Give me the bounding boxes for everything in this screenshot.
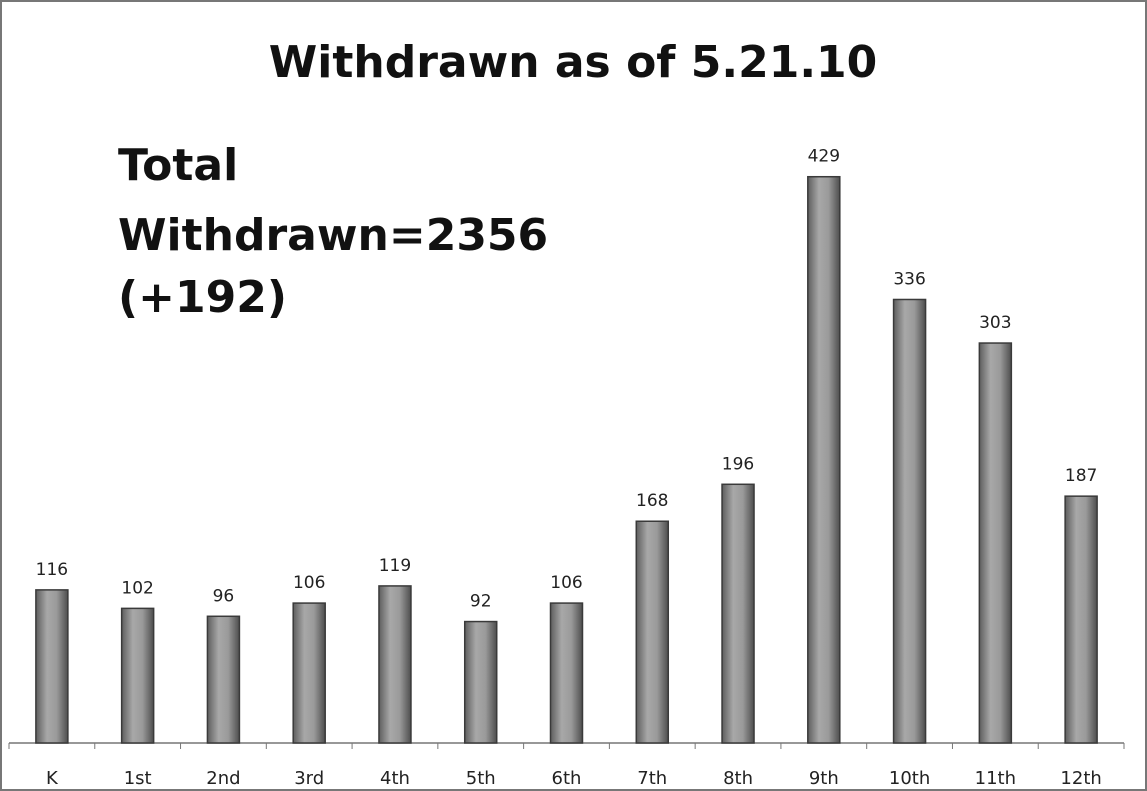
bar (120, 607, 155, 744)
bar (1064, 495, 1098, 744)
bar (978, 342, 1013, 744)
bar (378, 585, 412, 744)
value-label: 168 (636, 491, 668, 511)
value-label: 106 (550, 573, 582, 593)
bar (292, 602, 326, 744)
value-label: 196 (722, 454, 754, 474)
bar (892, 298, 927, 744)
value-label: 336 (893, 269, 925, 289)
bar (463, 620, 498, 744)
x-tick-label: 5th (466, 768, 496, 789)
value-label: 102 (121, 578, 153, 598)
x-tick-label: 9th (809, 768, 839, 789)
x-tick-label: 2nd (206, 768, 240, 789)
x-tick-label: 8th (723, 768, 753, 789)
x-tick-label: 11th (975, 768, 1016, 789)
bar (807, 175, 841, 744)
bar (721, 483, 755, 744)
annotation: Total (118, 140, 238, 191)
bar (206, 615, 241, 744)
x-tick-label: K (46, 768, 59, 789)
x-tick-label: 10th (889, 768, 930, 789)
x-tick-label: 1st (124, 768, 152, 789)
value-label: 92 (470, 592, 492, 612)
x-tick-label: 4th (380, 768, 410, 789)
x-tick-label: 12th (1060, 768, 1101, 789)
x-tick-label: 7th (637, 768, 667, 789)
annotation: (+192) (118, 272, 287, 323)
value-label: 187 (1065, 466, 1097, 486)
bar (549, 602, 584, 744)
value-label: 303 (979, 313, 1011, 333)
x-tick-label: 3rd (294, 768, 324, 789)
value-label: 119 (379, 556, 411, 576)
value-label: 429 (808, 147, 840, 167)
value-label: 96 (213, 586, 235, 606)
annotation: Withdrawn=2356 (118, 210, 548, 261)
bar (35, 589, 69, 744)
x-tick-label: 6th (552, 768, 582, 789)
value-label: 116 (36, 560, 68, 580)
chart-title: Withdrawn as of 5.21.10 (269, 37, 878, 88)
bar (635, 520, 670, 744)
value-label: 106 (293, 573, 325, 593)
